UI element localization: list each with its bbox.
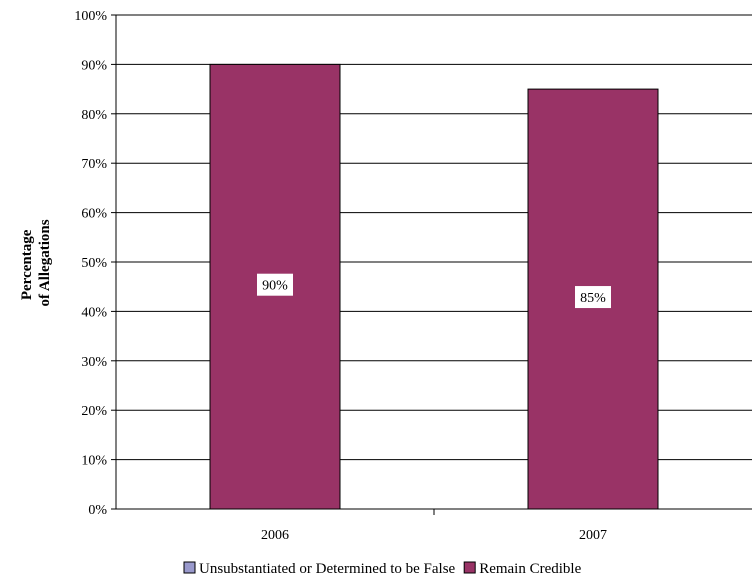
x-tick-label: 2006 bbox=[261, 528, 289, 543]
y-tick-label: 90% bbox=[81, 58, 107, 73]
data-label: 85% bbox=[580, 291, 606, 306]
y-tick-label: 30% bbox=[81, 355, 107, 370]
y-tick-label: 40% bbox=[81, 305, 107, 320]
y-axis-label-line-2: of Allegations bbox=[37, 219, 53, 306]
y-tick-label: 100% bbox=[74, 9, 107, 24]
y-tick-label: 20% bbox=[81, 404, 107, 419]
y-tick-label: 60% bbox=[81, 207, 107, 222]
data-label: 90% bbox=[262, 279, 288, 294]
legend-swatch-unsubstantiated bbox=[184, 562, 195, 573]
y-axis-label-line-1: Percentage bbox=[19, 229, 35, 300]
y-tick-label: 70% bbox=[81, 157, 107, 172]
bars: 10%90%15%85% bbox=[210, 64, 658, 509]
legend-label: Remain Credible bbox=[479, 561, 581, 577]
y-tick-label: 80% bbox=[81, 108, 107, 123]
y-tick-label: 10% bbox=[81, 454, 107, 469]
y-axis-label: Percentage of Allegations bbox=[19, 219, 53, 306]
legend-label: Unsubstantiated or Determined to be Fals… bbox=[199, 561, 456, 577]
y-tick-label: 50% bbox=[81, 256, 107, 271]
y-tick-label: 0% bbox=[88, 503, 107, 518]
legend: Unsubstantiated or Determined to be Fals… bbox=[184, 561, 582, 577]
x-tick-label: 2007 bbox=[579, 528, 607, 543]
legend-swatch-remain-credible bbox=[464, 562, 475, 573]
